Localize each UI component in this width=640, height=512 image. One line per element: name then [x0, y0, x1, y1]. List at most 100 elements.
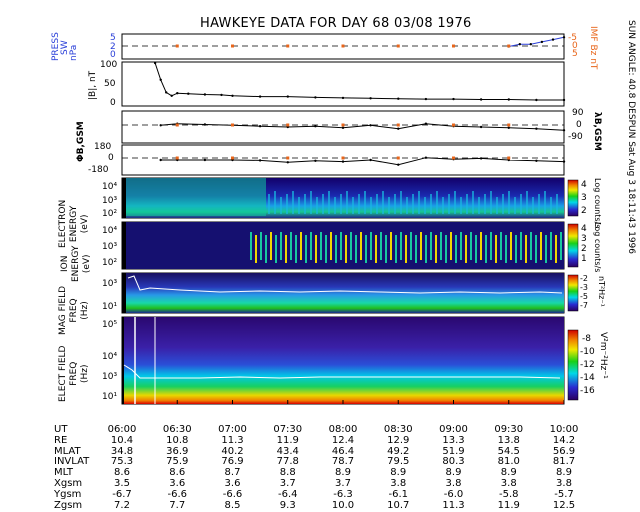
- ephemeris-row-label: Xgsm: [54, 478, 83, 489]
- ion-cb-tick-3: 3: [581, 234, 587, 244]
- ephemeris-cell: 49.2: [387, 445, 410, 457]
- ephemeris-row: UT 06:00 06:30 07:00 07:30 08:00 08:30 09:00 09:…: [0, 424, 640, 435]
- series-point-0-19: [535, 98, 538, 102]
- elecfield-cb-tick-m8: -8: [582, 334, 591, 344]
- series-point-1-12: [479, 125, 483, 129]
- ephemeris-row: Xgsm 3.5 3.6 3.6 3.7 3.7 3.8 3.8 3.8 3.8: [0, 478, 640, 489]
- elecfield-tick-1e1: 10¹: [102, 392, 118, 402]
- phi-tick-180: 180: [94, 142, 112, 152]
- series-point-0-10: [286, 95, 289, 98]
- elecfield-label: ELECT FIELD FREQ (Hz): [58, 346, 91, 403]
- electron-stripe: [268, 194, 270, 214]
- ion-stripe: [320, 232, 322, 260]
- ephemeris-cell: 8.8: [279, 467, 296, 479]
- ephemeris-cell: 8.5: [224, 499, 241, 511]
- ephemeris-cell: 8.9: [556, 467, 572, 479]
- magfield-label-line-2: FREQ: [69, 298, 79, 323]
- magfield-label: MAG FIELD FREQ (Hz): [58, 286, 91, 335]
- phi-trace-marker-4: [396, 156, 400, 160]
- press-trace-marker-0: [175, 44, 179, 48]
- ephemeris-cell: 8.6: [169, 467, 186, 479]
- electron-stripe: [310, 191, 312, 214]
- lambda-trace-marker-0: [175, 123, 179, 127]
- ion-label: ION ENERGY (eV): [60, 246, 93, 282]
- ion-stripe: [375, 235, 377, 263]
- ion-stripe: [335, 235, 337, 263]
- phi-trace-marker-3: [341, 156, 345, 160]
- electron-stripe: [418, 191, 420, 214]
- series-point-1-4: [258, 125, 262, 128]
- phi-trace-marker-1: [231, 156, 234, 160]
- series-point-0-20: [562, 98, 566, 102]
- ion-stripe: [445, 235, 447, 263]
- ephemeris-cell: 81.0: [497, 456, 520, 468]
- ion-stripe: [455, 235, 457, 263]
- series-point-0-7: [220, 93, 223, 97]
- ion-stripe: [360, 232, 362, 260]
- ephemeris-cell: 7.2: [114, 499, 130, 511]
- ephemeris-cell: 13.8: [497, 434, 520, 446]
- series-point-3-3: [540, 40, 544, 44]
- ephemeris-cell: 81.7: [552, 456, 576, 468]
- series-point-3-2: [529, 43, 532, 46]
- magfield-tick-1e1: 10¹: [102, 302, 118, 312]
- ion-stripe: [490, 232, 492, 260]
- electron-stripe: [508, 191, 510, 214]
- ephemeris-cell: 09:00: [439, 424, 468, 435]
- elecfield-spectrum-fill: [124, 317, 564, 404]
- magfield-label-line-3: (Hz): [80, 301, 90, 320]
- ephemeris-cell: 11.3: [221, 434, 244, 446]
- phi-trace-marker-6: [507, 156, 511, 160]
- phi-trace-group: [159, 156, 566, 166]
- ephemeris-cell: -5.8: [498, 488, 519, 500]
- bmag-tick-100: 100: [100, 60, 118, 70]
- electron-label: ELECTRON ENERGY (eV): [58, 200, 91, 248]
- electron-stripe: [430, 194, 432, 214]
- ion-stripe: [465, 235, 467, 263]
- ephemeris-cell: 43.4: [276, 445, 299, 457]
- ephemeris-cell: 10.0: [331, 499, 355, 511]
- ephemeris-cell: 08:30: [383, 424, 413, 435]
- series-line-1: [160, 123, 565, 131]
- ion-stripe: [290, 232, 292, 260]
- elecfield-colorbar: [567, 329, 579, 401]
- ephemeris-cell: 10:00: [549, 424, 579, 435]
- ephemeris-row: MLT 8.6 8.6 8.7 8.8 8.9 8.9 8.9 8.9 8.9: [0, 467, 640, 478]
- ephemeris-cell: 12.4: [331, 434, 355, 446]
- phi-tick-0: 0: [108, 153, 114, 163]
- ephemeris-row: MLAT 34.8 36.9 40.2 43.4 46.4 49.2 51.9 54.5 56.9: [0, 446, 640, 457]
- ephemeris-cell: 75.3: [110, 456, 134, 468]
- series-point-0-5: [187, 92, 190, 95]
- ephemeris-cell: 3.8: [556, 478, 572, 489]
- electron-colorbar: [567, 179, 579, 217]
- ephemeris-cell: 40.2: [221, 445, 244, 457]
- electron-stripe: [280, 197, 282, 214]
- ephemeris-cell: 75.9: [166, 456, 189, 468]
- electron-stripe: [382, 191, 384, 214]
- phi-trace-marker-0: [175, 156, 179, 160]
- ion-cb-tick-1: 1: [581, 254, 587, 264]
- ephemeris-cell: 10.4: [110, 434, 134, 446]
- series-point-0-0: [153, 61, 157, 65]
- series-point-1-14: [535, 127, 538, 130]
- ion-stripe: [250, 232, 252, 260]
- press-trace-marker-4: [396, 44, 400, 48]
- ephemeris-cell: 11.3: [442, 499, 465, 511]
- lambda-tick-90: 90: [572, 108, 584, 118]
- electron-stripe: [286, 194, 288, 214]
- ephemeris-cell: 51.9: [442, 445, 465, 457]
- press-trace-marker-6: [507, 44, 511, 48]
- ion-stripe: [265, 235, 267, 263]
- series-point-0-3: [170, 94, 173, 98]
- series-point-2-4: [258, 159, 262, 162]
- ephemeris-cell: 36.9: [166, 445, 189, 457]
- ephemeris-cell: 78.7: [331, 456, 355, 468]
- lambda-trace-marker-1: [231, 123, 234, 127]
- series-point-0-6: [203, 93, 207, 96]
- ion-stripe: [395, 235, 397, 263]
- ion-stripe: [485, 235, 487, 263]
- electron-stripe: [376, 194, 378, 214]
- series-point-3-1: [518, 43, 521, 46]
- ion-colorbar: [567, 223, 579, 268]
- imf-tick-0: 0: [572, 41, 578, 51]
